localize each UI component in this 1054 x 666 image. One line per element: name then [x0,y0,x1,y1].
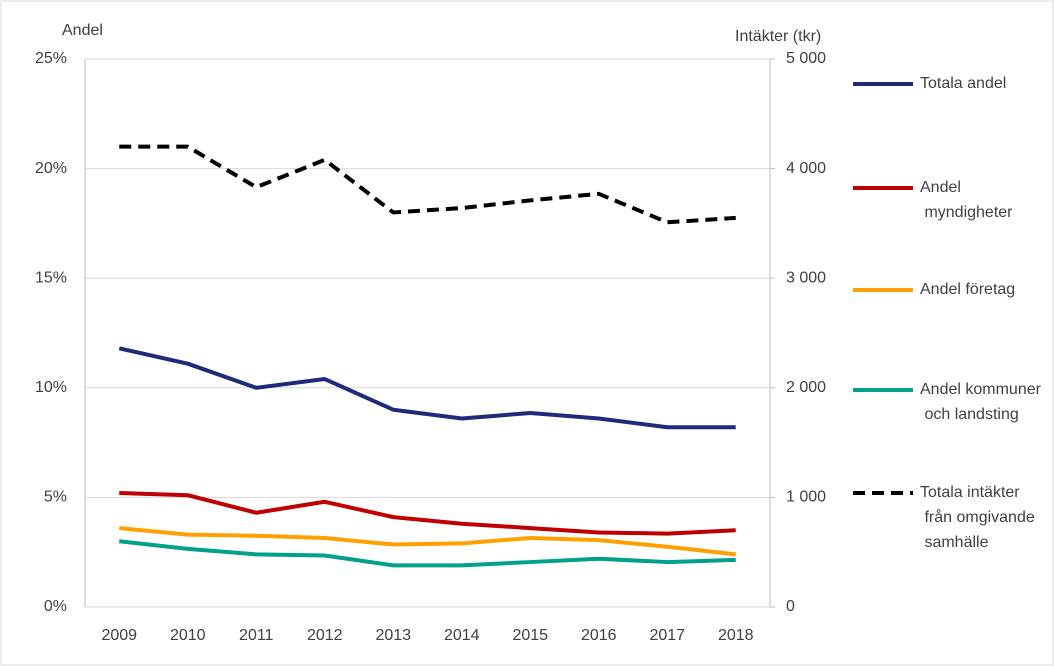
x-tick-label: 2016 [581,627,617,644]
x-tick-label: 2012 [307,627,343,644]
x-tick-label: 2014 [444,627,480,644]
y-tick-label: 20% [35,160,67,177]
x-tick-label: 2017 [649,627,685,644]
x-tick-label: 2009 [101,627,137,644]
y2-tick-label: 1 000 [786,489,826,506]
series-line [118,346,736,430]
legend-label: Totala intäkter från omgivande samhälle [920,484,1035,551]
x-tick-label: 2011 [239,627,274,644]
y2-tick-label: 2 000 [786,379,826,396]
legend-label: Andel kommuner och landsting [920,381,1042,423]
y-tick-label: 5% [44,489,67,506]
y-tick-label: 25% [35,50,67,67]
legend-label: Andel företag [920,281,1015,298]
y-tick-label: 0% [44,598,67,615]
series-line [119,144,736,225]
y2-tick-label: 0 [786,598,795,615]
x-tick-label: 2015 [512,627,548,644]
y2-axis-title: Intäkter (tkr) [735,28,821,45]
series-line [119,526,736,557]
y-tick-label: 10% [35,379,67,396]
x-tick-label: 2010 [170,627,206,644]
y-tick-label: 15% [35,269,67,286]
y-axis-title: Andel [62,22,103,39]
y2-tick-label: 5 000 [786,50,826,67]
y2-tick-label: 4 000 [786,160,826,177]
x-tick-label: 2013 [375,627,411,644]
x-tick-label: 2018 [718,627,754,644]
legend-label: Totala andel [920,75,1006,92]
legend-label: Andel myndigheter [920,179,1013,221]
series-line [119,539,736,568]
series-line [119,491,736,536]
y2-tick-label: 3 000 [786,269,826,286]
